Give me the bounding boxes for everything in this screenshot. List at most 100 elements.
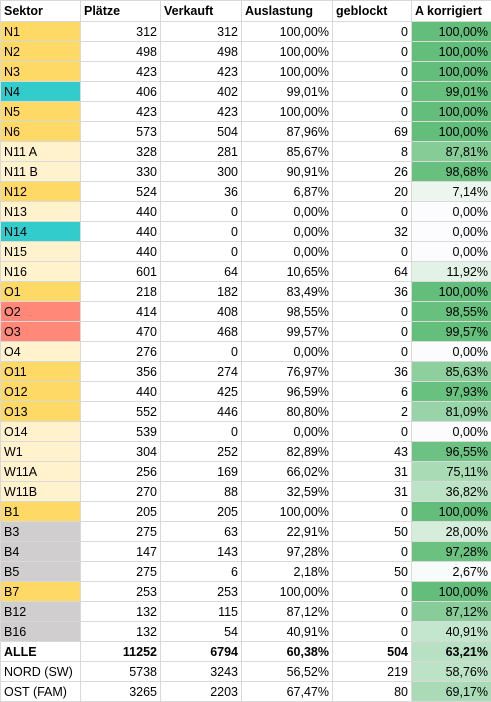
- cell-verkauft[interactable]: 446: [161, 402, 242, 422]
- cell-verkauft[interactable]: 115: [161, 602, 242, 622]
- cell-geblockt[interactable]: 0: [333, 582, 412, 602]
- cell-plaetze[interactable]: 573: [81, 122, 161, 142]
- cell-sektor[interactable]: N12: [1, 182, 81, 202]
- cell-sektor[interactable]: N11 A: [1, 142, 81, 162]
- cell-auslastung[interactable]: 76,97%: [242, 362, 333, 382]
- cell-korrigiert[interactable]: 100,00%: [412, 62, 491, 82]
- cell-plaetze[interactable]: 539: [81, 422, 161, 442]
- cell-sektor[interactable]: NORD (SW): [1, 662, 81, 682]
- cell-sektor[interactable]: N1: [1, 22, 81, 42]
- cell-plaetze[interactable]: 147: [81, 542, 161, 562]
- cell-auslastung[interactable]: 98,55%: [242, 302, 333, 322]
- cell-geblockt[interactable]: 8: [333, 142, 412, 162]
- cell-auslastung[interactable]: 97,28%: [242, 542, 333, 562]
- cell-korrigiert[interactable]: 0,00%: [412, 422, 491, 442]
- cell-verkauft[interactable]: 182: [161, 282, 242, 302]
- cell-auslastung[interactable]: 83,49%: [242, 282, 333, 302]
- cell-plaetze[interactable]: 328: [81, 142, 161, 162]
- cell-geblockt[interactable]: 0: [333, 322, 412, 342]
- cell-korrigiert[interactable]: 100,00%: [412, 282, 491, 302]
- cell-geblockt[interactable]: 0: [333, 82, 412, 102]
- cell-geblockt[interactable]: 0: [333, 422, 412, 442]
- cell-korrigiert[interactable]: 99,01%: [412, 82, 491, 102]
- cell-auslastung[interactable]: 85,67%: [242, 142, 333, 162]
- cell-plaetze[interactable]: 275: [81, 562, 161, 582]
- cell-verkauft[interactable]: 274: [161, 362, 242, 382]
- cell-sektor[interactable]: O14: [1, 422, 81, 442]
- cell-verkauft[interactable]: 63: [161, 522, 242, 542]
- cell-verkauft[interactable]: 54: [161, 622, 242, 642]
- cell-verkauft[interactable]: 300: [161, 162, 242, 182]
- cell-sektor[interactable]: B16: [1, 622, 81, 642]
- cell-korrigiert[interactable]: 100,00%: [412, 502, 491, 522]
- cell-geblockt[interactable]: 0: [333, 42, 412, 62]
- cell-geblockt[interactable]: 0: [333, 102, 412, 122]
- cell-korrigiert[interactable]: 0,00%: [412, 242, 491, 262]
- cell-verkauft[interactable]: 3243: [161, 662, 242, 682]
- cell-plaetze[interactable]: 601: [81, 262, 161, 282]
- cell-plaetze[interactable]: 423: [81, 62, 161, 82]
- cell-auslastung[interactable]: 0,00%: [242, 242, 333, 262]
- cell-korrigiert[interactable]: 7,14%: [412, 182, 491, 202]
- cell-verkauft[interactable]: 143: [161, 542, 242, 562]
- cell-korrigiert[interactable]: 36,82%: [412, 482, 491, 502]
- cell-verkauft[interactable]: 6: [161, 562, 242, 582]
- cell-plaetze[interactable]: 440: [81, 222, 161, 242]
- cell-sektor[interactable]: O11: [1, 362, 81, 382]
- cell-korrigiert[interactable]: 69,17%: [412, 682, 491, 702]
- cell-sektor[interactable]: N2: [1, 42, 81, 62]
- cell-korrigiert[interactable]: 0,00%: [412, 342, 491, 362]
- cell-auslastung[interactable]: 2,18%: [242, 562, 333, 582]
- cell-sektor[interactable]: W11A: [1, 462, 81, 482]
- cell-sektor[interactable]: N16: [1, 262, 81, 282]
- cell-plaetze[interactable]: 275: [81, 522, 161, 542]
- cell-geblockt[interactable]: 2: [333, 402, 412, 422]
- cell-plaetze[interactable]: 552: [81, 402, 161, 422]
- cell-verkauft[interactable]: 498: [161, 42, 242, 62]
- cell-auslastung[interactable]: 87,96%: [242, 122, 333, 142]
- header-korrigiert[interactable]: A korrigiert: [412, 1, 491, 22]
- cell-auslastung[interactable]: 100,00%: [242, 582, 333, 602]
- cell-geblockt[interactable]: 0: [333, 602, 412, 622]
- cell-geblockt[interactable]: 6: [333, 382, 412, 402]
- cell-geblockt[interactable]: 69: [333, 122, 412, 142]
- cell-auslastung[interactable]: 22,91%: [242, 522, 333, 542]
- cell-sektor[interactable]: W1: [1, 442, 81, 462]
- cell-auslastung[interactable]: 80,80%: [242, 402, 333, 422]
- cell-korrigiert[interactable]: 58,76%: [412, 662, 491, 682]
- cell-plaetze[interactable]: 470: [81, 322, 161, 342]
- cell-geblockt[interactable]: 0: [333, 342, 412, 362]
- cell-verkauft[interactable]: 64: [161, 262, 242, 282]
- cell-geblockt[interactable]: 20: [333, 182, 412, 202]
- cell-sektor[interactable]: N5: [1, 102, 81, 122]
- cell-auslastung[interactable]: 0,00%: [242, 342, 333, 362]
- cell-korrigiert[interactable]: 87,12%: [412, 602, 491, 622]
- cell-geblockt[interactable]: 64: [333, 262, 412, 282]
- cell-sektor[interactable]: O3: [1, 322, 81, 342]
- cell-auslastung[interactable]: 6,87%: [242, 182, 333, 202]
- cell-plaetze[interactable]: 330: [81, 162, 161, 182]
- cell-korrigiert[interactable]: 100,00%: [412, 102, 491, 122]
- cell-verkauft[interactable]: 253: [161, 582, 242, 602]
- cell-verkauft[interactable]: 0: [161, 422, 242, 442]
- cell-verkauft[interactable]: 0: [161, 222, 242, 242]
- cell-plaetze[interactable]: 356: [81, 362, 161, 382]
- cell-verkauft[interactable]: 205: [161, 502, 242, 522]
- cell-verkauft[interactable]: 402: [161, 82, 242, 102]
- header-geblockt[interactable]: geblockt: [333, 1, 412, 22]
- cell-geblockt[interactable]: 0: [333, 502, 412, 522]
- cell-sektor[interactable]: O1: [1, 282, 81, 302]
- cell-plaetze[interactable]: 270: [81, 482, 161, 502]
- cell-verkauft[interactable]: 408: [161, 302, 242, 322]
- cell-geblockt[interactable]: 80: [333, 682, 412, 702]
- cell-plaetze[interactable]: 276: [81, 342, 161, 362]
- cell-plaetze[interactable]: 132: [81, 622, 161, 642]
- cell-korrigiert[interactable]: 97,93%: [412, 382, 491, 402]
- cell-verkauft[interactable]: 0: [161, 202, 242, 222]
- cell-sektor[interactable]: O12: [1, 382, 81, 402]
- cell-plaetze[interactable]: 132: [81, 602, 161, 622]
- cell-auslastung[interactable]: 60,38%: [242, 642, 333, 662]
- cell-sektor[interactable]: O2: [1, 302, 81, 322]
- header-sektor[interactable]: Sektor: [1, 1, 81, 22]
- cell-auslastung[interactable]: 96,59%: [242, 382, 333, 402]
